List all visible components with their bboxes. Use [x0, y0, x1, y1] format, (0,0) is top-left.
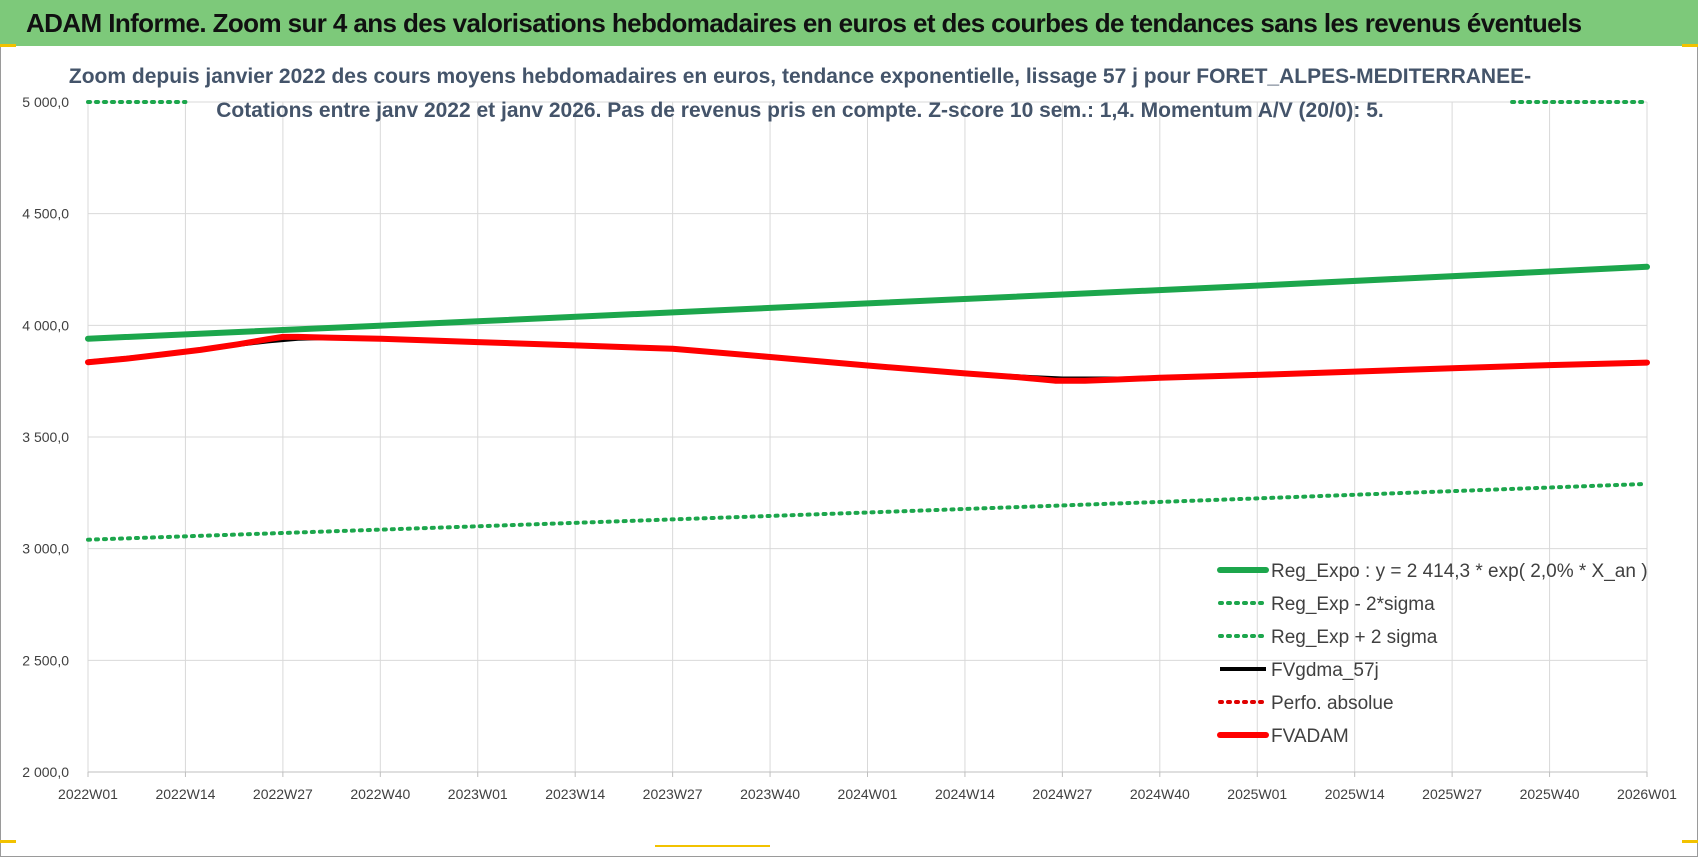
x-tick-label: 2023W27: [643, 786, 703, 802]
y-tick-label: 2 500,0: [22, 652, 69, 668]
page-title: ADAM Informe. Zoom sur 4 ans des valoris…: [26, 8, 1582, 38]
chart-subtitle: Cotations entre janv 2022 et janv 2026. …: [216, 99, 1384, 122]
y-axis-ticks: 2 000,0 2 500,0 3 000,0 3 500,0 4 000,0 4 500…: [22, 94, 69, 780]
x-axis-ticks: 2022W01 2022W14 2022W27 2022W40 2023W01 2023W…: [58, 786, 1677, 802]
series-line-fvadam: [85, 333, 1650, 384]
x-tick-label: 2024W01: [838, 786, 898, 802]
x-tick-label: 2025W40: [1520, 786, 1580, 802]
legend: Reg_Expo : y = 2 414,3 * exp( 2,0% * X_a…: [1217, 561, 1648, 747]
accent-corner-bottom-left: [0, 840, 16, 843]
header-bar: ADAM Informe. Zoom sur 4 ans des valoris…: [0, 0, 1698, 46]
y-tick-label: 5 000,0: [22, 94, 69, 110]
accent-corner-top-left: [0, 44, 16, 47]
accent-corner-bottom-right: [1682, 840, 1698, 843]
series-line-reg-exp: [86, 481, 1649, 542]
x-tick-label: 2024W40: [1130, 786, 1190, 802]
x-tick-label: 2023W01: [448, 786, 508, 802]
series-group: [85, 100, 1650, 542]
x-tick-label: 2025W01: [1227, 786, 1287, 802]
x-tick-label: 2024W14: [935, 786, 995, 802]
x-tick-label: 2022W14: [155, 786, 215, 802]
legend-entry: Reg_Exp + 2 sigma: [1271, 627, 1438, 648]
x-tick-label: 2024W27: [1032, 786, 1092, 802]
y-tick-label: 4 000,0: [22, 317, 69, 333]
legend-entry: FVgdma_57j: [1271, 660, 1379, 681]
chart-title: Zoom depuis janvier 2022 des cours moyen…: [69, 65, 1531, 88]
y-tick-label: 2 000,0: [22, 764, 69, 780]
accent-bottom-center: [655, 845, 770, 847]
legend-entry: Reg_Expo : y = 2 414,3 * exp( 2,0% * X_a…: [1271, 561, 1648, 582]
y-tick-label: 4 500,0: [22, 206, 69, 222]
legend-entry: Perfo. absolue: [1271, 693, 1394, 714]
series-line-reg-expo: [85, 263, 1650, 342]
accent-corner-top-right: [1682, 44, 1698, 47]
gridlines: [87, 101, 1648, 777]
legend-entry: FVADAM: [1271, 726, 1349, 747]
x-tick-label: 2025W27: [1422, 786, 1482, 802]
y-tick-label: 3 000,0: [22, 541, 69, 557]
x-tick-label: 2023W40: [740, 786, 800, 802]
legend-entry: Reg_Exp - 2*sigma: [1271, 594, 1435, 615]
x-tick-label: 2022W40: [350, 786, 410, 802]
x-tick-label: 2025W14: [1325, 786, 1385, 802]
y-tick-label: 3 500,0: [22, 429, 69, 445]
x-tick-label: 2023W14: [545, 786, 605, 802]
x-tick-label: 2022W01: [58, 786, 118, 802]
x-tick-label: 2026W01: [1617, 786, 1677, 802]
x-tick-label: 2022W27: [253, 786, 313, 802]
